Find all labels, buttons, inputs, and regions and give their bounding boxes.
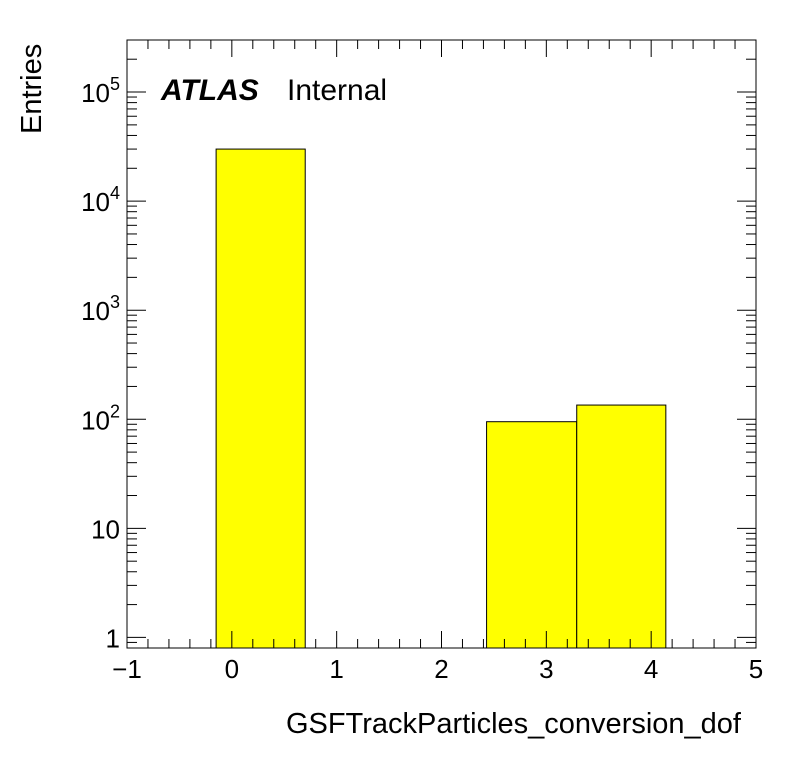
plot-frame xyxy=(126,39,757,649)
y-tick-labels: 1 10 102 103 104 105 xyxy=(81,74,120,653)
y-axis-title: Entries xyxy=(16,44,48,134)
x-tick-label: 5 xyxy=(749,654,763,684)
y-tick-label: 105 xyxy=(81,74,120,108)
bars-layer xyxy=(215,148,667,649)
x-tick-label: 4 xyxy=(644,654,658,684)
x-tick-label: 3 xyxy=(539,654,553,684)
x-tick-label: −1 xyxy=(112,654,142,684)
x-tick-label: 1 xyxy=(329,654,343,684)
y-tick-label: 103 xyxy=(81,292,120,326)
y-tick-label: 10 xyxy=(91,514,120,544)
x-axis-title: GSFTrackParticles_conversion_dof xyxy=(286,708,742,740)
x-tick-labels: −1 0 1 2 3 4 5 xyxy=(112,654,763,684)
internal-label: Internal xyxy=(287,74,387,107)
y-tick-label: 1 xyxy=(106,623,120,653)
y-tick-label: 104 xyxy=(81,183,120,217)
histogram-bar xyxy=(215,148,306,649)
x-tick-label: 2 xyxy=(434,654,448,684)
minor-ticks-layer xyxy=(127,39,756,649)
x-tick-label: 0 xyxy=(225,654,239,684)
atlas-label: ATLAS xyxy=(160,74,259,107)
histogram-bar xyxy=(486,421,578,649)
y-tick-label: 102 xyxy=(81,401,120,435)
histogram-bar xyxy=(576,404,667,649)
